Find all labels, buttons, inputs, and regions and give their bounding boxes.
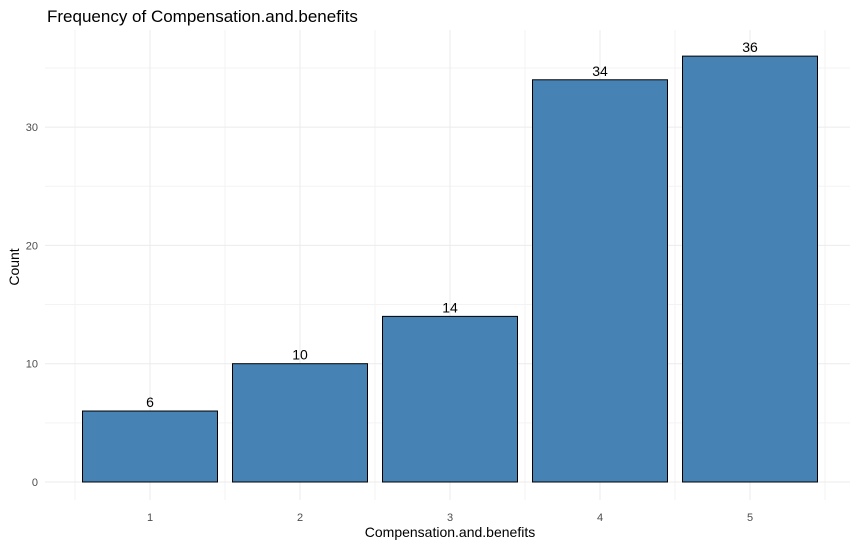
y-tick-label-0: 0 [32,477,38,489]
bar-1 [82,410,218,483]
bar-5 [682,55,818,483]
data-labels-layer: 6 10 14 34 36 [146,39,758,410]
bar-2 [232,363,368,483]
data-label-1: 6 [146,394,154,410]
y-tick-label-10: 10 [26,359,38,371]
chart-title: Frequency of Compensation.and.benefits [47,7,358,26]
x-tick-label-2: 2 [297,512,303,524]
x-axis-title: Compensation.and.benefits [365,524,535,540]
bars-layer [82,55,818,483]
bar-4 [532,79,668,483]
y-tick-label-30: 30 [26,122,38,134]
x-tick-label-3: 3 [447,512,453,524]
data-label-5: 36 [742,39,758,55]
y-axis-title: Count [6,248,22,285]
bar-3 [382,315,518,483]
x-tick-label-5: 5 [747,512,753,524]
data-label-2: 10 [292,347,308,363]
y-tick-label-20: 20 [26,240,38,252]
tick-labels-layer: 1 2 3 4 5 0 10 20 30 [26,122,753,524]
x-tick-label-1: 1 [147,512,153,524]
x-tick-label-4: 4 [597,512,603,524]
data-label-3: 14 [442,299,458,315]
data-label-4: 34 [592,63,608,79]
